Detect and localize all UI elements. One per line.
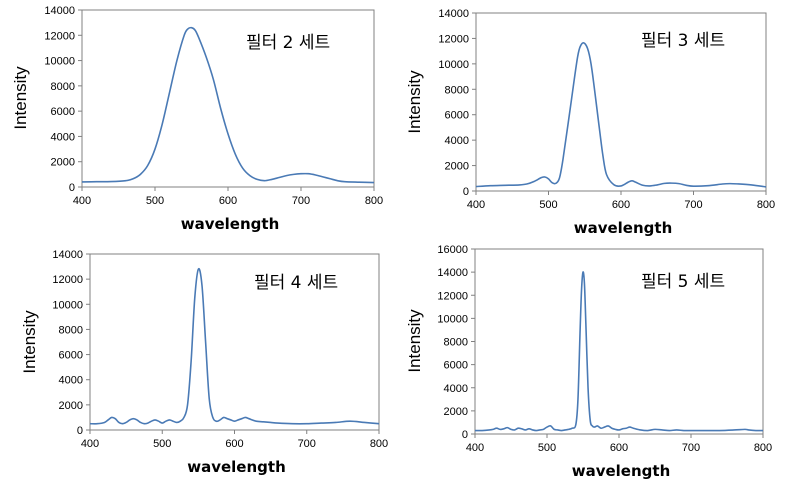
chart-panel-3: 0 2000 4000 6000 8000 10000 12000 14000 400 500 60…: [20, 249, 388, 476]
chart-title: 필터 2 세트: [246, 33, 330, 53]
x-tick-label: 700: [298, 438, 316, 450]
y-tick-label: 14000: [52, 249, 83, 261]
chart-panel-2: 0 2000 4000 6000 8000 10000 12000 14000 400 500 60…: [405, 8, 775, 237]
x-tick-label: 500: [538, 442, 556, 454]
y-tick-label: 6000: [59, 350, 83, 362]
y-axis-label: Intensity: [405, 309, 424, 373]
x-axis-label: wavelength: [187, 458, 286, 476]
y-tick-label: 2000: [51, 157, 75, 169]
x-tick-label: 700: [292, 195, 310, 207]
series-line: [475, 42, 767, 188]
chart-title: 필터 3 세트: [641, 31, 725, 51]
x-tick-label: 700: [682, 442, 700, 454]
x-tick-label: 600: [610, 442, 628, 454]
y-tick-label: 4000: [445, 135, 469, 147]
chart-panel-1: 0 2000 4000 6000 8000 10000 12000 14000 400 500 60…: [11, 5, 383, 233]
plot-area: [81, 9, 375, 188]
y-tick-label: 0: [463, 186, 469, 198]
y-axis-label: Intensity: [405, 70, 424, 134]
y-tick-label: 2000: [445, 161, 469, 173]
x-tick-label: 400: [467, 199, 485, 211]
x-tick-label: 400: [73, 195, 91, 207]
y-tick-label: 10000: [438, 59, 469, 71]
y-tick-label: 2000: [59, 400, 83, 412]
chart-panel-4: 0 2000 4000 6000 8000 10000 12000 14000 16000 400…: [405, 244, 772, 480]
x-axis-label: wavelength: [181, 215, 280, 233]
y-tick-label: 12000: [437, 290, 468, 302]
y-tick-label: 0: [462, 429, 468, 441]
y-tick-label: 0: [69, 182, 75, 194]
x-tick-label: 600: [612, 199, 630, 211]
x-tick-label: 800: [370, 438, 388, 450]
x-axis-label: wavelength: [574, 219, 673, 237]
x-tick-label: 700: [684, 199, 702, 211]
y-tick-label: 8000: [59, 324, 83, 336]
x-tick-label: 500: [153, 438, 171, 450]
y-tick-label: 0: [77, 425, 83, 437]
y-tick-label: 4000: [444, 383, 468, 395]
x-tick-label: 400: [466, 442, 484, 454]
x-axis-label: wavelength: [572, 462, 671, 480]
series-line: [81, 26, 375, 184]
y-tick-label: 6000: [444, 360, 468, 372]
y-tick-label: 16000: [437, 244, 468, 256]
series-line: [474, 271, 764, 432]
x-tick-label: 400: [81, 438, 99, 450]
x-tick-label: 500: [146, 195, 164, 207]
y-tick-label: 2000: [444, 406, 468, 418]
x-tick-label: 800: [365, 195, 383, 207]
y-tick-label: 10000: [44, 56, 75, 68]
y-tick-label: 14000: [437, 267, 468, 279]
y-tick-label: 14000: [438, 8, 469, 20]
x-tick-label: 500: [539, 199, 557, 211]
y-tick-label: 12000: [44, 30, 75, 42]
y-tick-label: 10000: [437, 313, 468, 325]
y-tick-label: 8000: [445, 84, 469, 96]
y-tick-label: 10000: [52, 299, 83, 311]
y-axis-label: Intensity: [20, 310, 39, 374]
y-tick-label: 6000: [445, 110, 469, 122]
y-tick-label: 4000: [51, 131, 75, 143]
y-tick-label: 8000: [444, 337, 468, 349]
x-tick-label: 800: [754, 442, 772, 454]
y-tick-label: 4000: [59, 375, 83, 387]
y-tick-label: 12000: [438, 33, 469, 45]
series-line: [89, 267, 380, 425]
y-tick-label: 6000: [51, 106, 75, 118]
x-tick-label: 600: [225, 438, 243, 450]
chart-title: 필터 4 세트: [254, 273, 338, 293]
x-tick-label: 800: [757, 199, 775, 211]
chart-title: 필터 5 세트: [641, 272, 725, 292]
x-tick-label: 600: [219, 195, 237, 207]
y-tick-label: 14000: [44, 5, 75, 17]
y-tick-label: 12000: [52, 274, 83, 286]
y-tick-label: 8000: [51, 81, 75, 93]
y-axis-label: Intensity: [11, 66, 30, 130]
